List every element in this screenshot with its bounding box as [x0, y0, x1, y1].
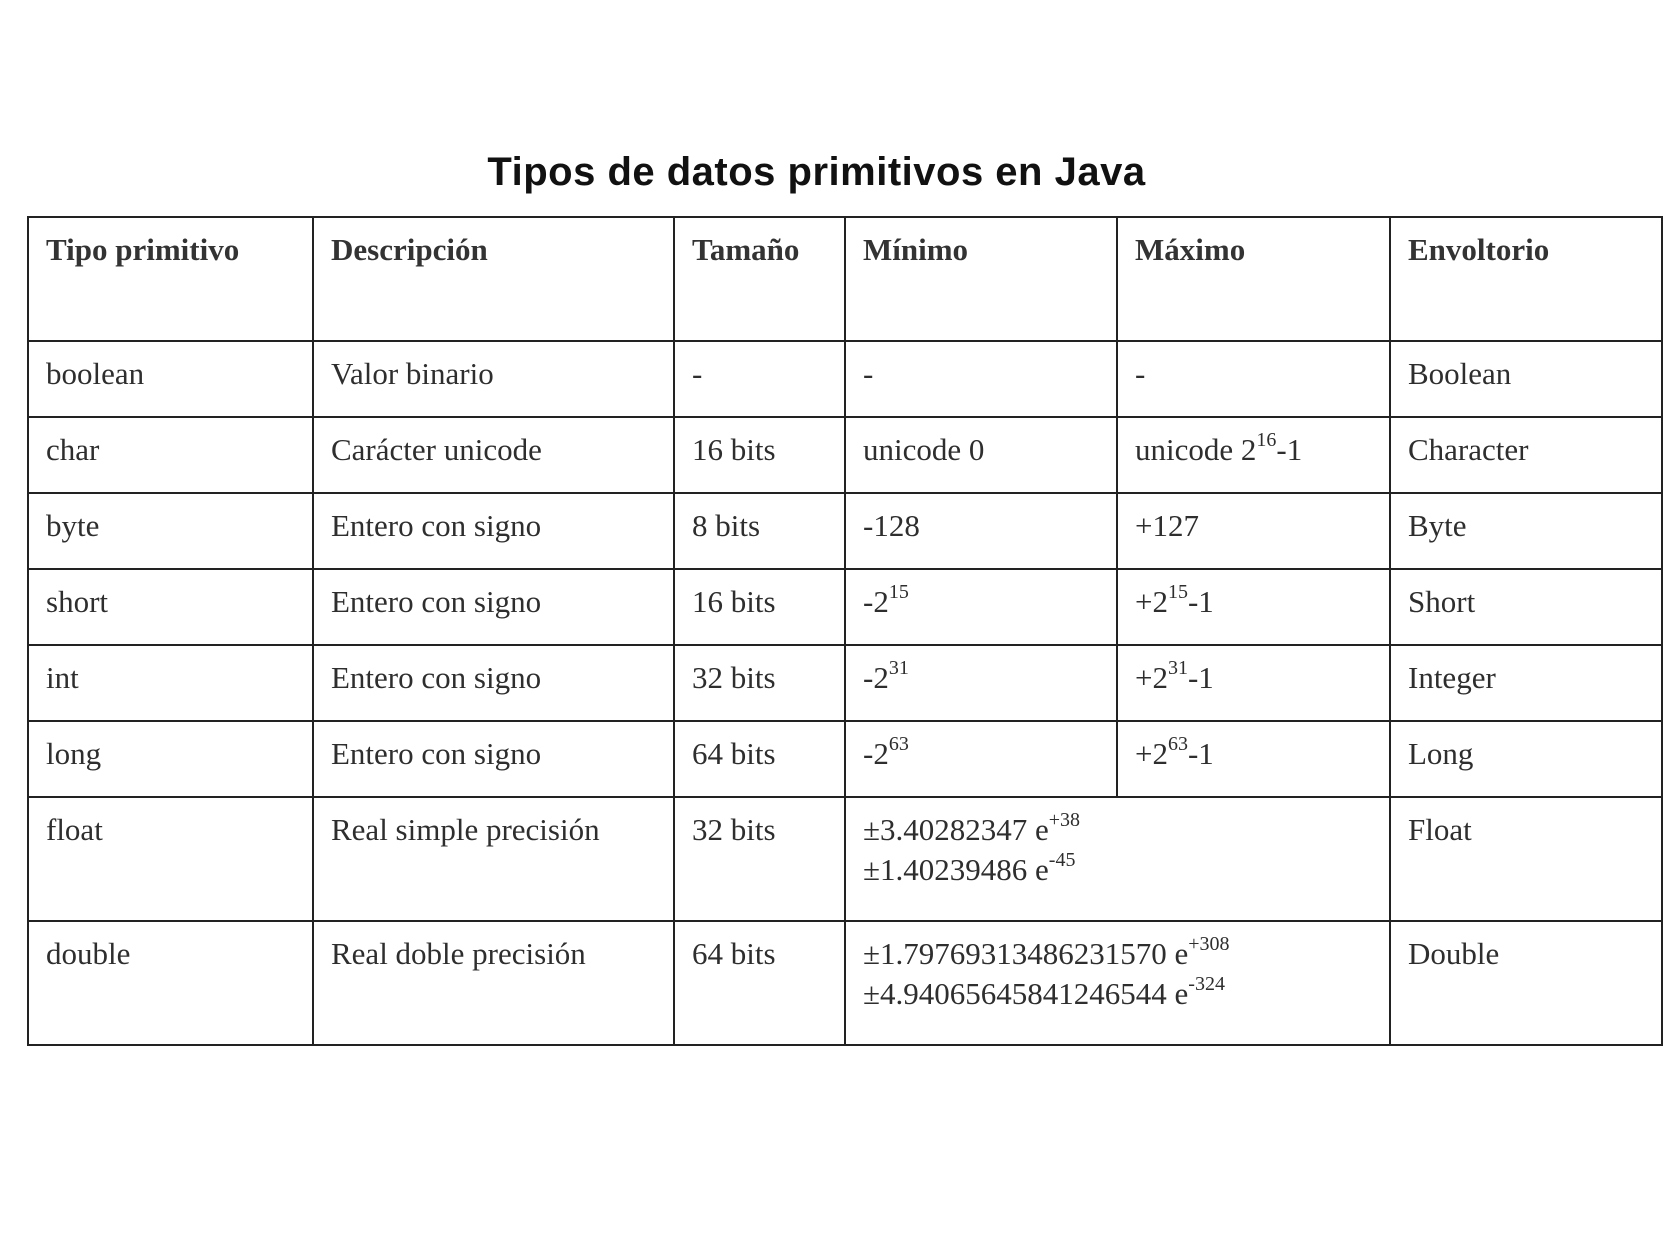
range-base: ±1.40239486 e — [863, 852, 1049, 887]
range-base: ±3.40282347 e — [863, 812, 1049, 847]
header-maximo: Máximo — [1116, 216, 1391, 342]
range-exponent: +308 — [1188, 932, 1230, 955]
cell-envoltorio: Long — [1389, 720, 1663, 798]
range-exponent: -324 — [1188, 972, 1225, 995]
cell-descripcion: Entero con signo — [312, 568, 675, 646]
max-suffix: -1 — [1187, 736, 1214, 771]
range-exponent: +38 — [1048, 808, 1081, 831]
range-base: ±1.79769313486231570 e — [863, 936, 1189, 971]
cell-tipo: short — [27, 568, 314, 646]
cell-tipo: float — [27, 796, 314, 922]
table-row: byte Entero con signo 8 bits -128 +127 B… — [27, 492, 1663, 570]
range-line-max: ±3.40282347 e+38 — [863, 810, 1373, 850]
table-row: double Real doble precisión 64 bits ±1.7… — [27, 920, 1663, 1046]
cell-tipo: char — [27, 416, 314, 494]
cell-minimo: -128 — [844, 492, 1118, 570]
max-base: +127 — [1135, 508, 1199, 543]
min-base: unicode 0 — [863, 432, 985, 467]
header-tamano: Tamaño — [673, 216, 846, 342]
min-base: -2 — [863, 660, 889, 695]
table-header-row: Tipo primitivo Descripción Tamaño Mínimo… — [27, 216, 1663, 342]
cell-tamano: 8 bits — [673, 492, 846, 570]
cell-tipo: int — [27, 644, 314, 722]
range-line-min: ±1.40239486 e-45 — [863, 850, 1373, 890]
max-exponent: 15 — [1167, 580, 1188, 603]
cell-maximo: +215-1 — [1116, 568, 1391, 646]
cell-tipo: double — [27, 920, 314, 1046]
table-row: float Real simple precisión 32 bits ±3.4… — [27, 796, 1663, 922]
max-suffix: -1 — [1187, 584, 1214, 619]
cell-minimo: unicode 0 — [844, 416, 1118, 494]
cell-descripcion: Entero con signo — [312, 644, 675, 722]
range-line-max: ±1.79769313486231570 e+308 — [863, 934, 1373, 974]
max-exponent: 31 — [1167, 656, 1188, 679]
cell-minimo: - — [844, 340, 1118, 418]
range-exponent: -45 — [1048, 848, 1076, 871]
cell-maximo: +127 — [1116, 492, 1391, 570]
cell-minimo: -215 — [844, 568, 1118, 646]
min-exponent: 15 — [888, 580, 909, 603]
max-base: +2 — [1135, 736, 1168, 771]
cell-descripcion: Entero con signo — [312, 492, 675, 570]
cell-range: ±1.79769313486231570 e+308 ±4.9406564584… — [844, 920, 1391, 1046]
max-exponent: 63 — [1167, 732, 1188, 755]
table-row: boolean Valor binario - - - Boolean — [27, 340, 1663, 418]
table-row: int Entero con signo 32 bits -231 +231-1… — [27, 644, 1663, 722]
cell-tamano: - — [673, 340, 846, 418]
cell-envoltorio: Byte — [1389, 492, 1663, 570]
table-row: char Carácter unicode 16 bits unicode 0 … — [27, 416, 1663, 494]
min-exponent: 31 — [888, 656, 909, 679]
cell-tipo: boolean — [27, 340, 314, 418]
cell-maximo: - — [1116, 340, 1391, 418]
range-base: ±4.94065645841246544 e — [863, 976, 1189, 1011]
cell-descripcion: Real doble precisión — [312, 920, 675, 1046]
primitive-types-table: Tipo primitivo Descripción Tamaño Mínimo… — [27, 216, 1663, 1046]
cell-tamano: 32 bits — [673, 796, 846, 922]
min-base: -128 — [863, 508, 920, 543]
cell-envoltorio: Float — [1389, 796, 1663, 922]
cell-descripcion: Valor binario — [312, 340, 675, 418]
max-base: - — [1135, 356, 1146, 391]
cell-envoltorio: Short — [1389, 568, 1663, 646]
min-base: -2 — [863, 584, 889, 619]
cell-tamano: 64 bits — [673, 720, 846, 798]
header-tipo: Tipo primitivo — [27, 216, 314, 342]
cell-descripcion: Entero con signo — [312, 720, 675, 798]
header-envoltorio: Envoltorio — [1389, 216, 1663, 342]
cell-range: ±3.40282347 e+38 ±1.40239486 e-45 — [844, 796, 1391, 922]
max-base: +2 — [1135, 660, 1168, 695]
max-suffix: -1 — [1276, 432, 1303, 467]
cell-maximo: unicode 216-1 — [1116, 416, 1391, 494]
cell-envoltorio: Integer — [1389, 644, 1663, 722]
cell-tamano: 64 bits — [673, 920, 846, 1046]
table-row: long Entero con signo 64 bits -263 +263-… — [27, 720, 1663, 798]
cell-tamano: 16 bits — [673, 568, 846, 646]
max-suffix: -1 — [1187, 660, 1214, 695]
cell-minimo: -231 — [844, 644, 1118, 722]
header-descripcion: Descripción — [312, 216, 675, 342]
cell-envoltorio: Character — [1389, 416, 1663, 494]
min-exponent: 63 — [888, 732, 909, 755]
cell-tipo: long — [27, 720, 314, 798]
max-base: +2 — [1135, 584, 1168, 619]
cell-envoltorio: Boolean — [1389, 340, 1663, 418]
cell-tamano: 16 bits — [673, 416, 846, 494]
min-base: -2 — [863, 736, 889, 771]
max-base: unicode 2 — [1135, 432, 1257, 467]
cell-descripcion: Real simple precisión — [312, 796, 675, 922]
cell-envoltorio: Double — [1389, 920, 1663, 1046]
header-minimo: Mínimo — [844, 216, 1118, 342]
cell-descripcion: Carácter unicode — [312, 416, 675, 494]
cell-maximo: +231-1 — [1116, 644, 1391, 722]
page-title: Tipos de datos primitivos en Java — [487, 150, 1146, 194]
min-base: - — [863, 356, 874, 391]
table-row: short Entero con signo 16 bits -215 +215… — [27, 568, 1663, 646]
cell-minimo: -263 — [844, 720, 1118, 798]
range-line-min: ±4.94065645841246544 e-324 — [863, 974, 1373, 1014]
cell-maximo: +263-1 — [1116, 720, 1391, 798]
max-exponent: 16 — [1256, 428, 1277, 451]
cell-tamano: 32 bits — [673, 644, 846, 722]
cell-tipo: byte — [27, 492, 314, 570]
